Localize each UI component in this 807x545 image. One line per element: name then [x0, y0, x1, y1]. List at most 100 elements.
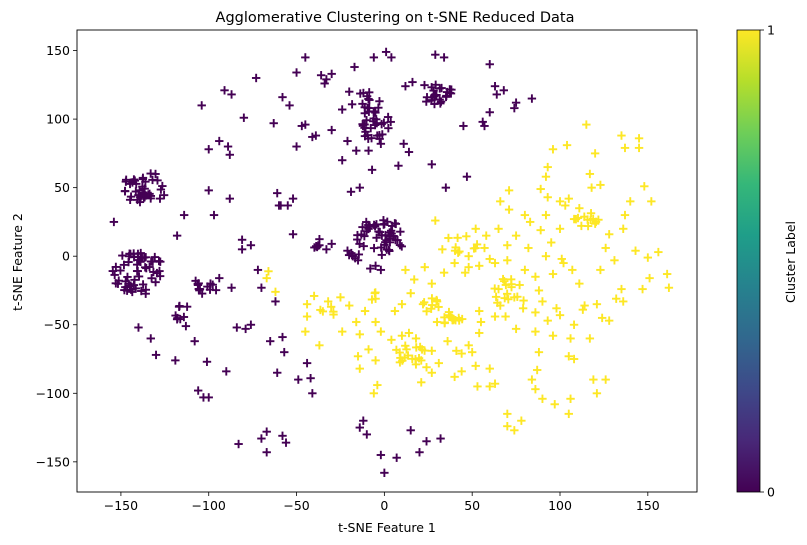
- scatter-point-cluster-1: [569, 214, 579, 224]
- scatter-point-cluster-1: [654, 247, 663, 257]
- scatter-point-cluster-0: [302, 358, 312, 368]
- scatter-point-cluster-0: [311, 131, 321, 140]
- colorbar-tick-label: 1: [767, 23, 775, 38]
- scatter-point-cluster-0: [385, 238, 395, 247]
- scatter-point-cluster-0: [273, 188, 282, 198]
- scatter-point-cluster-0: [171, 356, 180, 365]
- scatter-point-cluster-1: [450, 258, 459, 268]
- scatter-point-cluster-1: [444, 307, 454, 317]
- scatter-point-cluster-1: [640, 182, 649, 191]
- scatter-point-cluster-0: [492, 90, 501, 99]
- scatter-point-cluster-1: [604, 316, 614, 325]
- scatter-point-cluster-0: [137, 286, 146, 296]
- scatter-point-cluster-1: [345, 301, 354, 310]
- scatter-point-cluster-1: [561, 201, 570, 210]
- scatter-point-cluster-1: [552, 304, 561, 313]
- scatter-point-cluster-1: [426, 304, 436, 313]
- scatter-point-cluster-0: [327, 69, 336, 79]
- scatter-point-cluster-0: [347, 100, 357, 109]
- scatter-point-cluster-0: [126, 285, 136, 294]
- scatter-point-cluster-1: [564, 194, 573, 203]
- scatter-point-cluster-0: [355, 183, 364, 192]
- scatter-point-cluster-1: [594, 215, 603, 224]
- scatter-point-cluster-1: [620, 143, 630, 153]
- scatter-point-cluster-0: [480, 121, 489, 131]
- scatter-point-cluster-0: [288, 230, 298, 239]
- scatter-point-cluster-1: [564, 409, 573, 419]
- y-axis-label: t-SNE Feature 2: [10, 213, 25, 311]
- scatter-point-cluster-0: [146, 334, 155, 343]
- scatter-point-cluster-0: [381, 47, 391, 57]
- scatter-point-cluster-0: [384, 245, 394, 255]
- scatter-point-cluster-1: [578, 305, 588, 314]
- scatter-point-cluster-0: [408, 77, 417, 87]
- scatter-point-cluster-0: [146, 169, 155, 178]
- scatter-point-cluster-1: [555, 310, 565, 320]
- chart-title: Agglomerative Clustering on t-SNE Reduce…: [216, 10, 575, 26]
- scatter-point-cluster-0: [387, 53, 396, 62]
- scatter-point-cluster-1: [541, 252, 551, 261]
- scatter-point-cluster-1: [531, 327, 540, 336]
- scatter-point-cluster-0: [371, 261, 380, 270]
- scatter-point-cluster-1: [336, 293, 345, 302]
- scatter-point-cluster-0: [288, 194, 298, 203]
- scatter-point-cluster-1: [536, 184, 545, 194]
- scatter-point-cluster-0: [292, 68, 301, 77]
- scatter-point-cluster-0: [146, 257, 156, 266]
- scatter-point-cluster-0: [121, 277, 130, 286]
- scatter-point-cluster-0: [197, 101, 206, 110]
- colorbar-tick-label: 0: [767, 485, 775, 500]
- scatter-point-cluster-1: [480, 243, 489, 253]
- scatter-point-cluster-1: [638, 284, 647, 294]
- scatter-point-cluster-0: [357, 230, 366, 239]
- scatter-point-cluster-0: [257, 434, 266, 443]
- scatter-point-cluster-0: [499, 86, 508, 95]
- scatter-point-cluster-0: [262, 448, 271, 457]
- scatter-point-cluster-1: [541, 210, 551, 220]
- scatter-point-cluster-0: [462, 172, 472, 181]
- scatter-point-cluster-1: [396, 353, 405, 363]
- y-tick-label: 100: [46, 112, 70, 127]
- scatter-point-cluster-0: [119, 260, 129, 270]
- scatter-point-cluster-0: [383, 112, 393, 122]
- scatter-point-cluster-1: [619, 297, 628, 306]
- scatter-point-cluster-0: [485, 60, 494, 69]
- scatter-point-cluster-0: [129, 253, 139, 262]
- scatter-point-cluster-0: [362, 430, 372, 439]
- scatter-point-cluster-1: [434, 358, 444, 368]
- x-tick-label: 150: [636, 498, 660, 513]
- colorbar: 01 Cluster Label: [736, 23, 798, 500]
- scatter-point-cluster-0: [223, 142, 233, 151]
- scatter-point-cluster-0: [121, 175, 131, 184]
- scatter-point-cluster-0: [345, 87, 354, 96]
- scatter-point-cluster-0: [110, 270, 119, 280]
- scatter-point-cluster-0: [251, 73, 261, 83]
- scatter-point-cluster-1: [411, 360, 421, 369]
- scatter-point-cluster-0: [225, 194, 235, 203]
- scatter-point-cluster-1: [369, 389, 379, 398]
- scatter-point-cluster-1: [515, 280, 524, 290]
- scatter-point-cluster-0: [380, 468, 389, 478]
- scatter-point-cluster-0: [415, 448, 424, 457]
- scatter-point-cluster-0: [204, 186, 213, 195]
- scatter-point-cluster-1: [443, 336, 452, 346]
- scatter-point-cluster-1: [402, 345, 411, 354]
- scatter-point-cluster-0: [306, 374, 315, 383]
- scatter-point-cluster-1: [419, 298, 429, 307]
- colorbar-frame: [736, 29, 761, 493]
- scatter-point-cluster-1: [617, 131, 626, 140]
- scatter-point-cluster-0: [386, 117, 395, 127]
- scatter-point-cluster-1: [575, 279, 584, 288]
- scatter-point-cluster-0: [367, 133, 376, 143]
- scatter-point-cluster-0: [220, 86, 229, 95]
- scatter-point-cluster-1: [517, 416, 526, 425]
- scatter-point-cluster-0: [281, 438, 291, 447]
- scatter-point-cluster-1: [475, 261, 484, 270]
- scatter-point-cluster-1: [482, 231, 491, 240]
- scatter-point-cluster-0: [138, 280, 148, 289]
- scatter-point-cluster-0: [172, 231, 182, 240]
- scatter-point-cluster-0: [377, 250, 387, 260]
- scatter-point-cluster-1: [502, 289, 512, 299]
- scatter-point-cluster-1: [464, 252, 473, 261]
- scatter-point-cluster-0: [430, 90, 439, 100]
